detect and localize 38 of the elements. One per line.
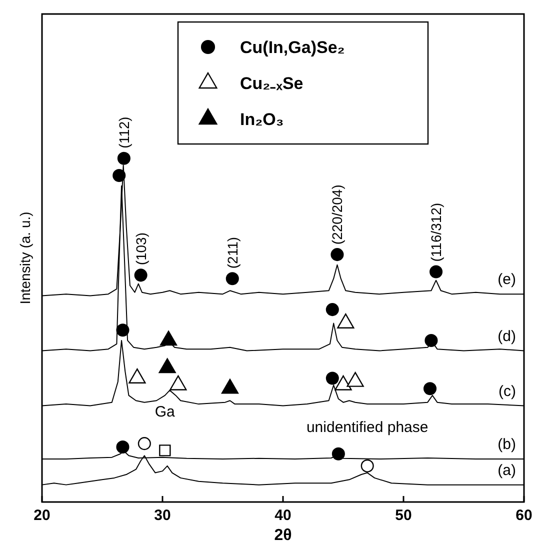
point <box>360 459 374 472</box>
point <box>112 169 126 182</box>
series-label: (d) <box>498 328 516 345</box>
annotation: (116/312) <box>428 202 444 262</box>
x-tick-label: 40 <box>274 507 292 524</box>
series-label: (b) <box>498 436 516 454</box>
point <box>159 444 171 456</box>
point <box>332 447 345 460</box>
point <box>138 437 151 450</box>
annotation: unidentified phase <box>306 418 428 436</box>
legend-label: Cu₂₋ₓSe <box>240 74 304 93</box>
x-tick-label: 20 <box>34 507 50 524</box>
annotation: (211) <box>224 236 240 269</box>
point <box>326 303 339 316</box>
point <box>134 268 148 282</box>
series-label: (a) <box>498 462 516 479</box>
annotation: Ga <box>154 403 176 420</box>
point <box>430 265 443 278</box>
annotation: (103) <box>132 232 149 266</box>
y-axis-title: Intensity (a. u.) <box>17 212 33 304</box>
series-label: (e) <box>498 271 516 288</box>
point <box>330 248 344 262</box>
point <box>116 440 130 454</box>
point <box>423 382 437 396</box>
annotation: (220/204) <box>329 184 346 245</box>
point <box>326 372 339 385</box>
point <box>117 152 130 165</box>
series-label: (c) <box>498 382 516 400</box>
annotation: (112) <box>116 116 132 148</box>
point <box>226 272 239 286</box>
x-tick-label: 60 <box>516 507 532 524</box>
x-axis-title: 2θ <box>274 527 292 544</box>
legend-label: In₂O₃ <box>240 110 284 129</box>
legend-label: Cu(In,Ga)Se₂ <box>240 38 345 57</box>
x-tick-label: 50 <box>395 507 412 524</box>
point <box>116 324 130 337</box>
x-tick-label: 30 <box>154 507 171 524</box>
point <box>424 334 438 347</box>
